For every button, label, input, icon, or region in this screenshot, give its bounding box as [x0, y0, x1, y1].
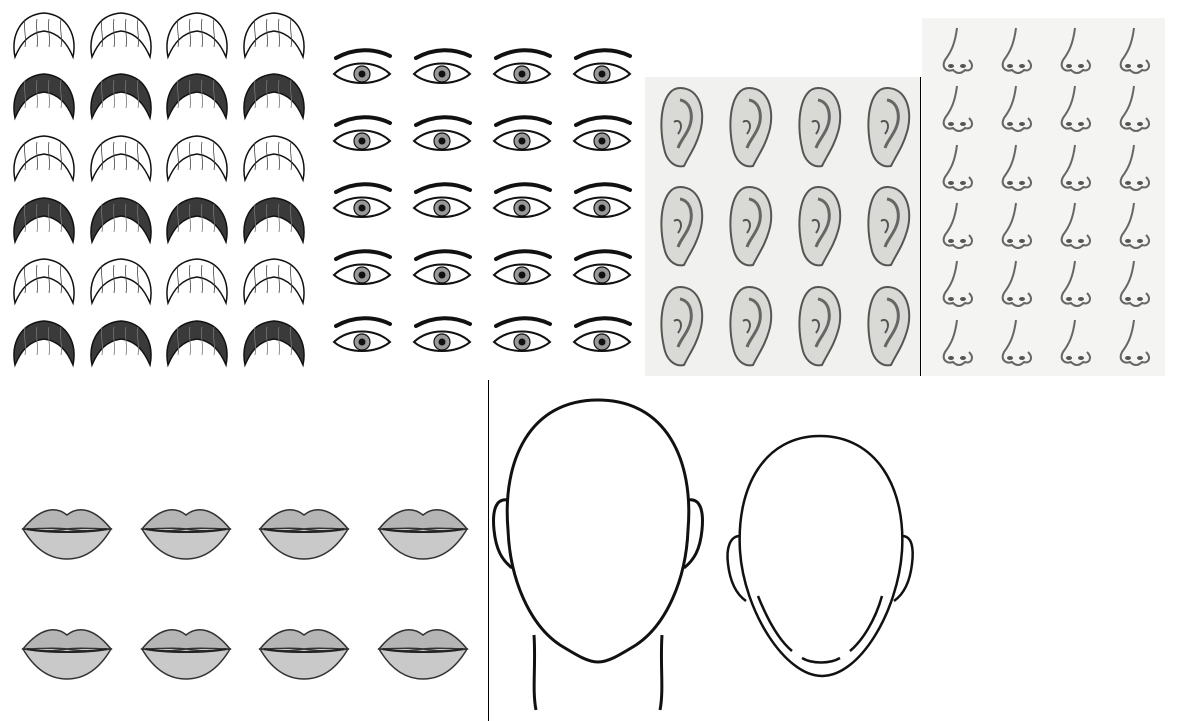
hairstyle-item [6, 127, 83, 189]
eye-item [562, 305, 642, 372]
eye-item [482, 170, 562, 237]
lips-item [127, 590, 246, 710]
nose-item [1044, 139, 1103, 197]
eye-item [482, 305, 562, 372]
head-outline-front [492, 398, 704, 711]
hairstyle-item [159, 189, 236, 251]
eye-item [402, 36, 482, 103]
hairstyle-item [236, 4, 313, 66]
ear-sheet [645, 77, 921, 376]
eye-item [402, 103, 482, 170]
nose-item [985, 80, 1044, 138]
hairstyle-item [6, 251, 83, 313]
hairstyle-item [6, 4, 83, 66]
lips-item [8, 470, 127, 590]
head-outlines-svg [492, 398, 914, 711]
ear-item [645, 177, 714, 277]
nose-item [926, 255, 985, 313]
nose-sheet [922, 18, 1165, 376]
eye-item [402, 170, 482, 237]
nose-item [985, 197, 1044, 255]
eye-item [402, 238, 482, 305]
nose-item [926, 22, 985, 80]
hairstyle-item [159, 127, 236, 189]
nose-item [1103, 197, 1162, 255]
nose-item [1103, 255, 1162, 313]
lips-item [245, 590, 364, 710]
nose-item [1044, 314, 1103, 372]
eye-item [322, 170, 402, 237]
hairstyle-item [236, 127, 313, 189]
lips-sheet [0, 380, 488, 721]
lips-item [245, 470, 364, 590]
nose-item [1044, 255, 1103, 313]
nose-item [985, 22, 1044, 80]
hairstyle-item [236, 66, 313, 128]
hairstyle-sheet [0, 0, 318, 378]
ear-item [852, 77, 921, 177]
eye-item [562, 36, 642, 103]
eye-item [482, 103, 562, 170]
ear-item [645, 276, 714, 376]
blank-head-outlines [490, 380, 1177, 721]
ear-item [783, 177, 852, 277]
nose-item [1103, 314, 1162, 372]
hairstyle-item [159, 4, 236, 66]
ear-item [714, 177, 783, 277]
nose-item [926, 139, 985, 197]
hairstyle-item [159, 312, 236, 374]
ear-item [783, 77, 852, 177]
hairstyle-item [83, 4, 160, 66]
hairstyle-item [6, 312, 83, 374]
nose-item [1103, 80, 1162, 138]
ear-item [714, 77, 783, 177]
eye-sheet [318, 30, 645, 378]
nose-item [1044, 197, 1103, 255]
lips-item [8, 590, 127, 710]
eye-item [322, 103, 402, 170]
ear-item [852, 177, 921, 277]
nose-item [985, 139, 1044, 197]
ear-item [852, 276, 921, 376]
eye-item [562, 103, 642, 170]
nose-item [1044, 80, 1103, 138]
nose-item [985, 255, 1044, 313]
hairstyle-item [236, 312, 313, 374]
nose-item [1044, 22, 1103, 80]
eye-item [562, 170, 642, 237]
lips-item [364, 590, 483, 710]
eye-item [322, 36, 402, 103]
hairstyle-item [159, 66, 236, 128]
ear-item [645, 77, 714, 177]
eye-item [482, 36, 562, 103]
ear-item [714, 276, 783, 376]
nose-item [985, 314, 1044, 372]
lips-item [127, 470, 246, 590]
hairstyle-item [236, 251, 313, 313]
nose-item [926, 80, 985, 138]
nose-item [926, 314, 985, 372]
eye-item [562, 238, 642, 305]
lips-item [364, 470, 483, 590]
eye-item [322, 305, 402, 372]
hairstyle-item [83, 127, 160, 189]
sheet-divider [920, 77, 921, 376]
hairstyle-item [6, 66, 83, 128]
sheet-divider [488, 380, 489, 721]
hairstyle-item [236, 189, 313, 251]
eye-item [322, 238, 402, 305]
hairstyle-item [83, 312, 160, 374]
nose-item [926, 197, 985, 255]
nose-item [1103, 139, 1162, 197]
eye-item [402, 305, 482, 372]
hairstyle-item [83, 189, 160, 251]
hairstyle-item [83, 251, 160, 313]
eye-item [482, 238, 562, 305]
nose-item [1103, 22, 1162, 80]
hairstyle-item [6, 189, 83, 251]
ear-item [783, 276, 852, 376]
hairstyle-item [159, 251, 236, 313]
hairstyle-item [83, 66, 160, 128]
head-outline-three-quarter [726, 434, 914, 678]
